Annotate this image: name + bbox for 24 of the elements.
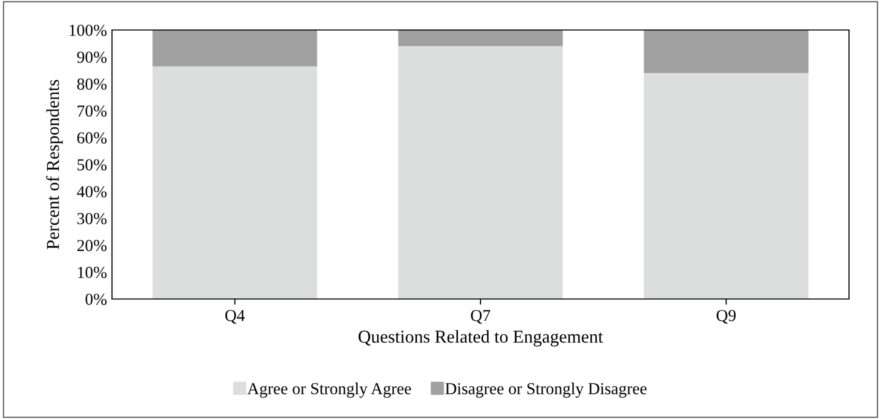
bar bbox=[152, 30, 318, 66]
y-axis-title: Percent of Respondents bbox=[46, 80, 63, 250]
legend-label: Disagree or Strongly Disagree bbox=[445, 382, 647, 398]
y-tick-label: 30% bbox=[77, 213, 107, 224]
y-tick-label: 50% bbox=[78, 159, 107, 170]
x-tick-label: Q9 bbox=[716, 310, 736, 324]
y-tick-label: 10% bbox=[78, 266, 107, 278]
x-axis-title: Questions Related to Engagement bbox=[358, 330, 603, 347]
y-tick-label: 100% bbox=[70, 24, 107, 36]
bar bbox=[398, 30, 563, 46]
legend-label: Agree or Strongly Agree bbox=[247, 382, 411, 398]
bar bbox=[398, 46, 563, 299]
y-tick-label: 80% bbox=[77, 78, 107, 90]
bar bbox=[644, 73, 808, 299]
y-tick-label: 40% bbox=[76, 186, 107, 198]
x-tick-label: Q4 bbox=[225, 310, 245, 324]
y-tick-label: 0% bbox=[86, 294, 107, 305]
y-tick-label: 20% bbox=[77, 240, 107, 252]
x-tick-label: Q7 bbox=[471, 310, 490, 324]
bar bbox=[644, 30, 808, 74]
y-tick-label: 60% bbox=[77, 132, 107, 144]
y-tick-label: 70% bbox=[78, 105, 107, 117]
y-tick-label: 90% bbox=[77, 52, 107, 63]
bar bbox=[152, 66, 318, 299]
